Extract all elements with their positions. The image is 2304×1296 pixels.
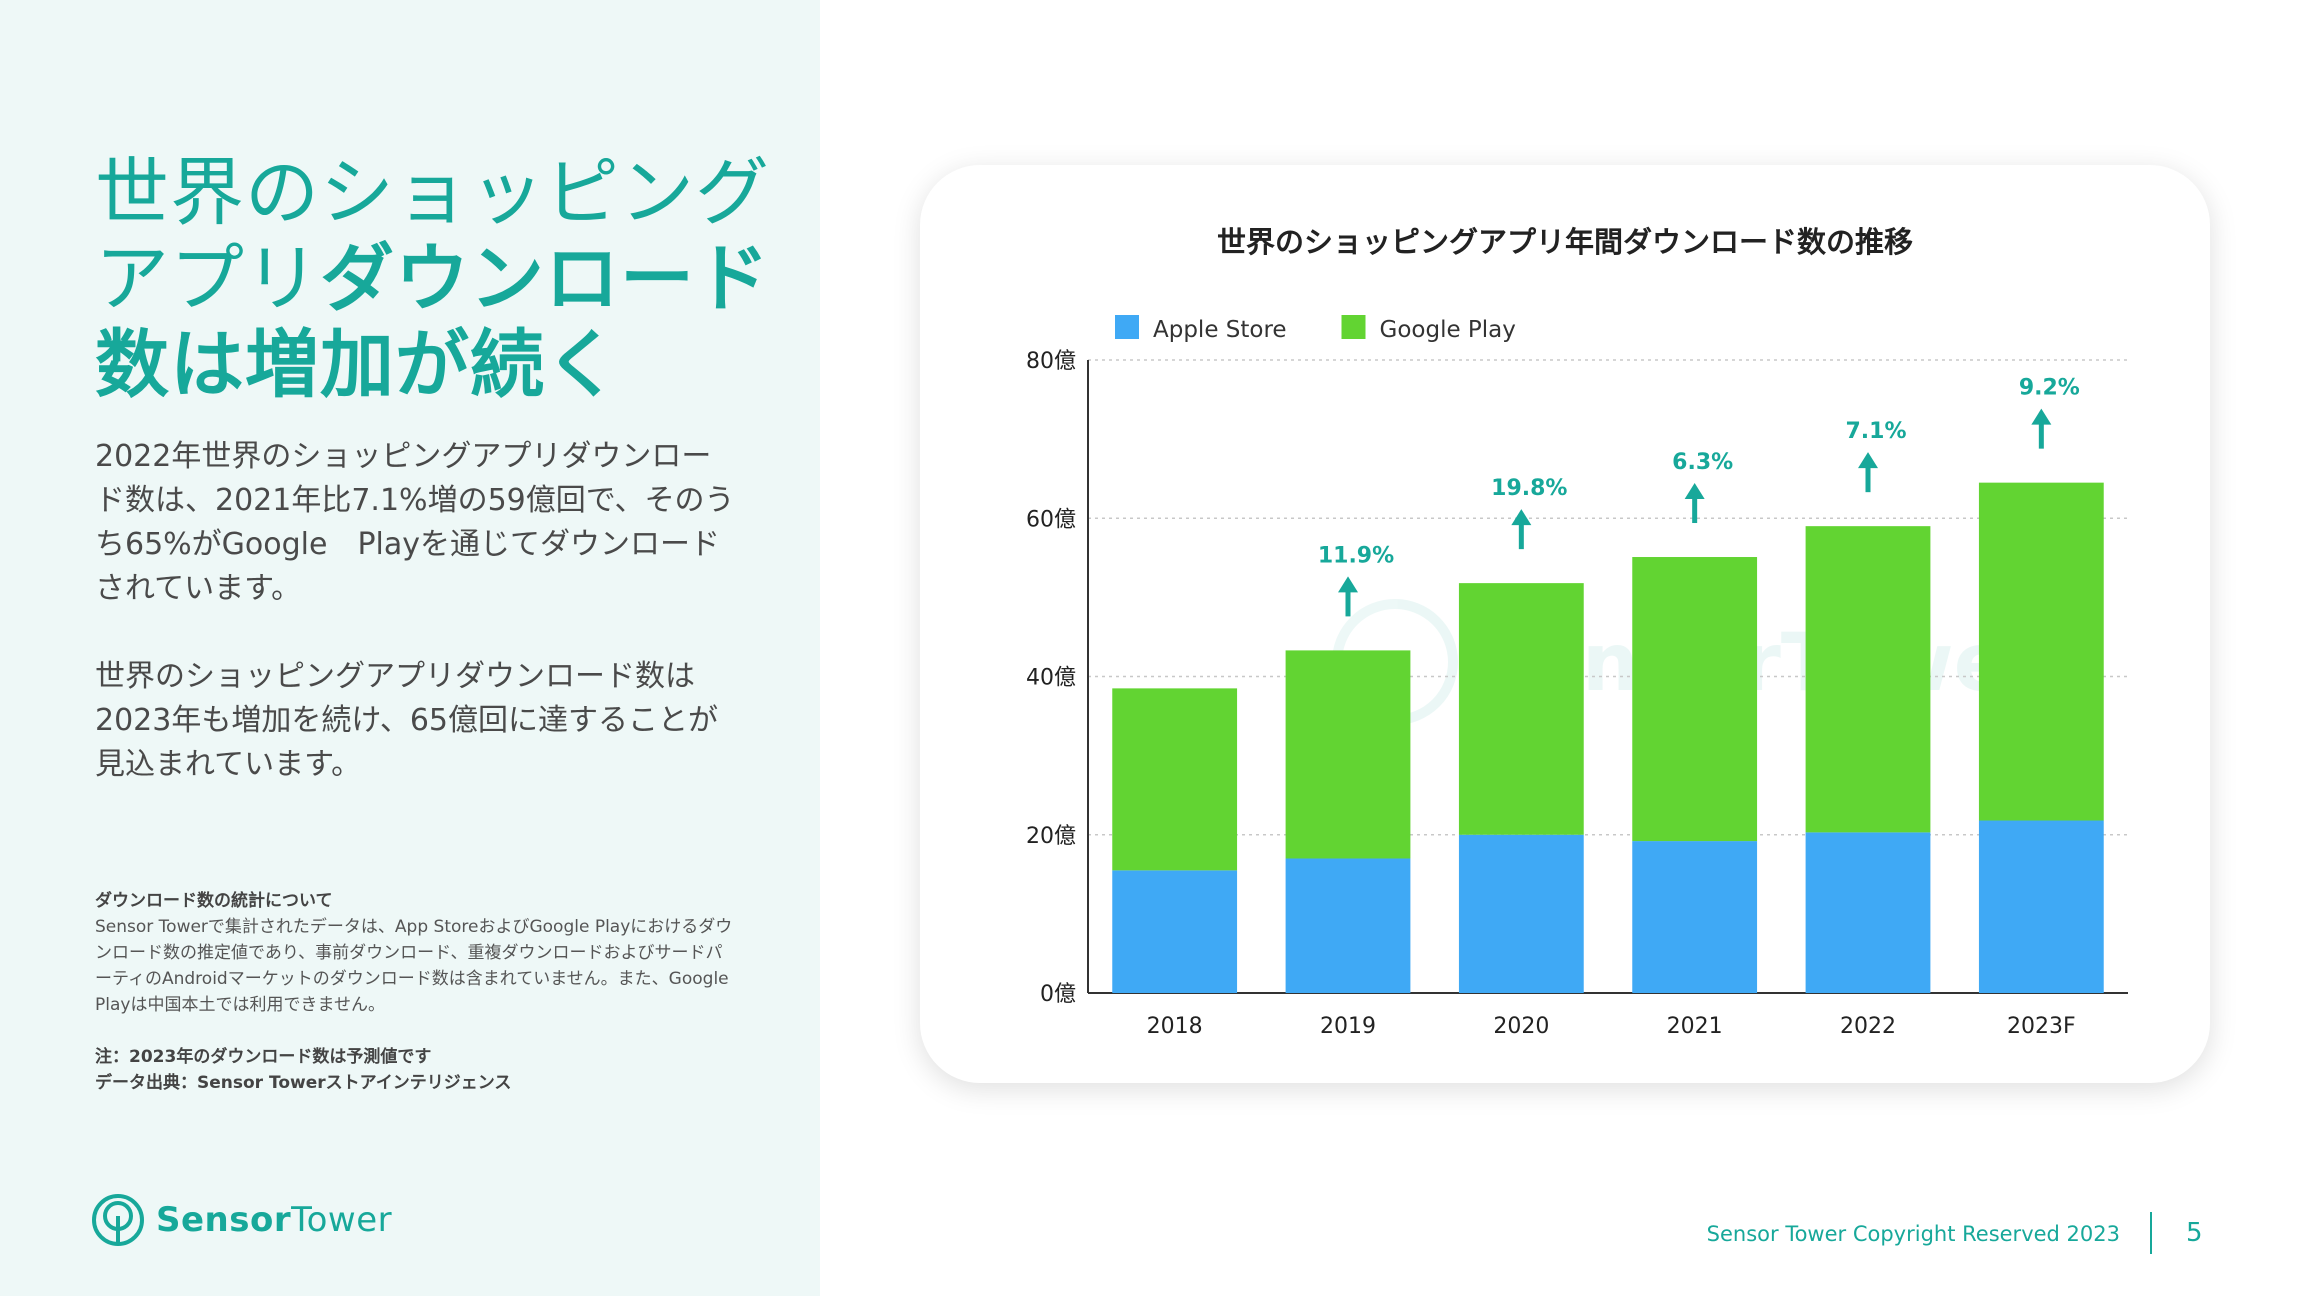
footer-divider	[2150, 1212, 2152, 1254]
data-source: データ出典：Sensor Towerストアインテリジェンス	[95, 1073, 512, 1093]
bar-apple-2022	[1805, 832, 1931, 993]
growth-arrow-head-2022	[1858, 452, 1878, 469]
bar-google-2020	[1458, 583, 1584, 835]
growth-label-2019: 11.9%	[1318, 543, 1394, 568]
x-tick-label-2019: 2019	[1320, 1014, 1376, 1039]
x-tick-label-2023F: 2023F	[2007, 1014, 2076, 1039]
growth-label-2023F: 9.2%	[2019, 376, 2080, 401]
footer-copyright: Sensor Tower Copyright Reserved 2023	[1706, 1222, 2120, 1246]
x-tick-label-2020: 2020	[1493, 1014, 1549, 1039]
notes-body: Sensor Towerで集計されたデータは、App StoreおよびGoogl…	[95, 917, 733, 1015]
headline-part-3: ダウンロード	[320, 236, 770, 322]
x-tick-label-2021: 2021	[1667, 1014, 1723, 1039]
x-tick-label-2022: 2022	[1840, 1014, 1896, 1039]
forecast-note: 注：2023年のダウンロード数は予測値です	[95, 1047, 432, 1067]
sensor-tower-logo: SensorTower	[90, 1190, 392, 1250]
legend-swatch-0	[1115, 315, 1139, 339]
logo-wordmark: SensorTower	[156, 1200, 393, 1240]
stacked-bar-chart: 世界のショッピングアプリ年間ダウンロード数の推移SensorTowerApple…	[1026, 225, 2128, 1039]
headline-part-2: アプリ	[95, 236, 320, 322]
bar-apple-2019	[1285, 858, 1411, 993]
sensor-tower-logo-icon	[92, 1194, 144, 1246]
bar-apple-2018	[1112, 870, 1238, 993]
legend-label-1: Google Play	[1380, 317, 1516, 343]
bar-apple-2023F	[1978, 820, 2104, 993]
bar-apple-2020	[1458, 834, 1584, 993]
y-tick-label-3: 60億	[1026, 507, 1076, 532]
left-panel	[0, 0, 820, 1296]
notes-heading: ダウンロード数の統計について	[95, 891, 333, 911]
body-paragraph-2: 世界のショッピングアプリダウンロード数は2023年も増加を続け、65億回に達する…	[95, 659, 719, 782]
bar-google-2022	[1805, 526, 1931, 833]
chart-card: 世界のショッピングアプリ年間ダウンロード数の推移 SensorTower Apple…	[920, 165, 2210, 1083]
growth-arrow-head-2020	[1511, 509, 1532, 526]
growth-arrow-head-2021	[1684, 483, 1705, 500]
bar-google-2019	[1285, 650, 1411, 859]
page-headline: 世界のショッピング アプリダウンロード 数は増加が続く	[95, 150, 795, 408]
body-paragraph-1: 2022年世界のショッピングアプリダウンロード数は、2021年比7.1%増の59…	[95, 439, 735, 606]
y-tick-label-4: 80億	[1026, 349, 1076, 374]
headline-part-1: 世界のショッピング	[95, 150, 770, 236]
y-tick-label-1: 20億	[1026, 824, 1076, 849]
growth-label-2020: 19.8%	[1491, 476, 1567, 501]
bar-apple-2021	[1632, 841, 1758, 993]
bar-google-2023F	[1978, 482, 2104, 821]
bar-google-2021	[1632, 557, 1758, 842]
notes-block: ダウンロード数の統計について Sensor Towerで集計されたデータは、Ap…	[95, 888, 735, 1096]
page-number: 5	[2186, 1218, 2203, 1248]
chart-title: 世界のショッピングアプリ年間ダウンロード数の推移	[1217, 225, 1913, 259]
growth-arrow-head-2019	[1338, 576, 1358, 593]
bar-google-2018	[1112, 688, 1238, 871]
growth-arrow-head-2023F	[2031, 408, 2052, 425]
growth-label-2021: 6.3%	[1672, 450, 1733, 475]
y-tick-label-2: 40億	[1026, 666, 1076, 691]
legend-label-0: Apple Store	[1153, 317, 1287, 343]
headline-part-4: 数は増加が続く	[95, 322, 620, 408]
y-tick-label-0: 0億	[1040, 982, 1076, 1007]
growth-label-2022: 7.1%	[1845, 419, 1906, 444]
legend-swatch-1	[1341, 315, 1366, 339]
x-tick-label-2018: 2018	[1147, 1014, 1203, 1039]
